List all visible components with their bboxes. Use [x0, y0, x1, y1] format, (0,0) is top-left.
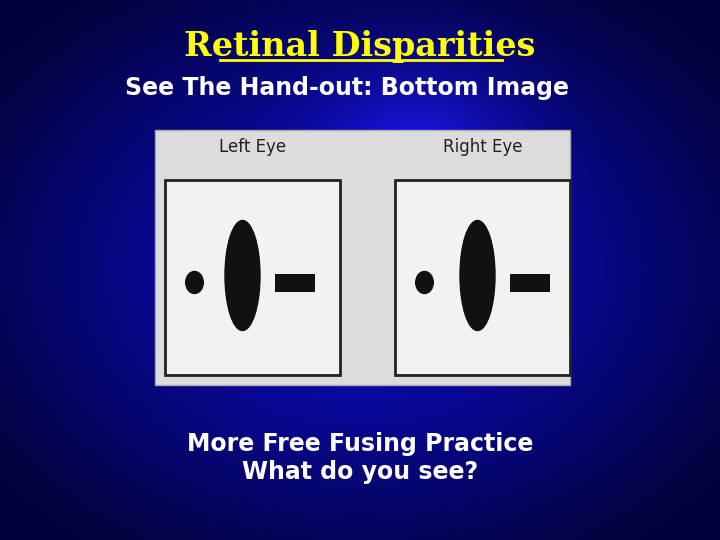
Bar	[274, 273, 315, 292]
Text: Left Eye: Left Eye	[219, 138, 286, 156]
Bar	[165, 180, 340, 375]
Bar	[510, 273, 549, 292]
Bar	[155, 130, 570, 385]
Text: Retinal Disparities: Retinal Disparities	[184, 30, 536, 63]
Text: What do you see?: What do you see?	[242, 460, 478, 484]
Text: See The Hand-out: Bottom Image: See The Hand-out: Bottom Image	[125, 76, 569, 100]
Bar	[395, 180, 570, 375]
Ellipse shape	[460, 220, 495, 330]
Ellipse shape	[225, 220, 260, 330]
Text: More Free Fusing Practice: More Free Fusing Practice	[186, 432, 534, 456]
Ellipse shape	[186, 272, 203, 294]
Text: Right Eye: Right Eye	[443, 138, 522, 156]
Ellipse shape	[415, 272, 433, 294]
